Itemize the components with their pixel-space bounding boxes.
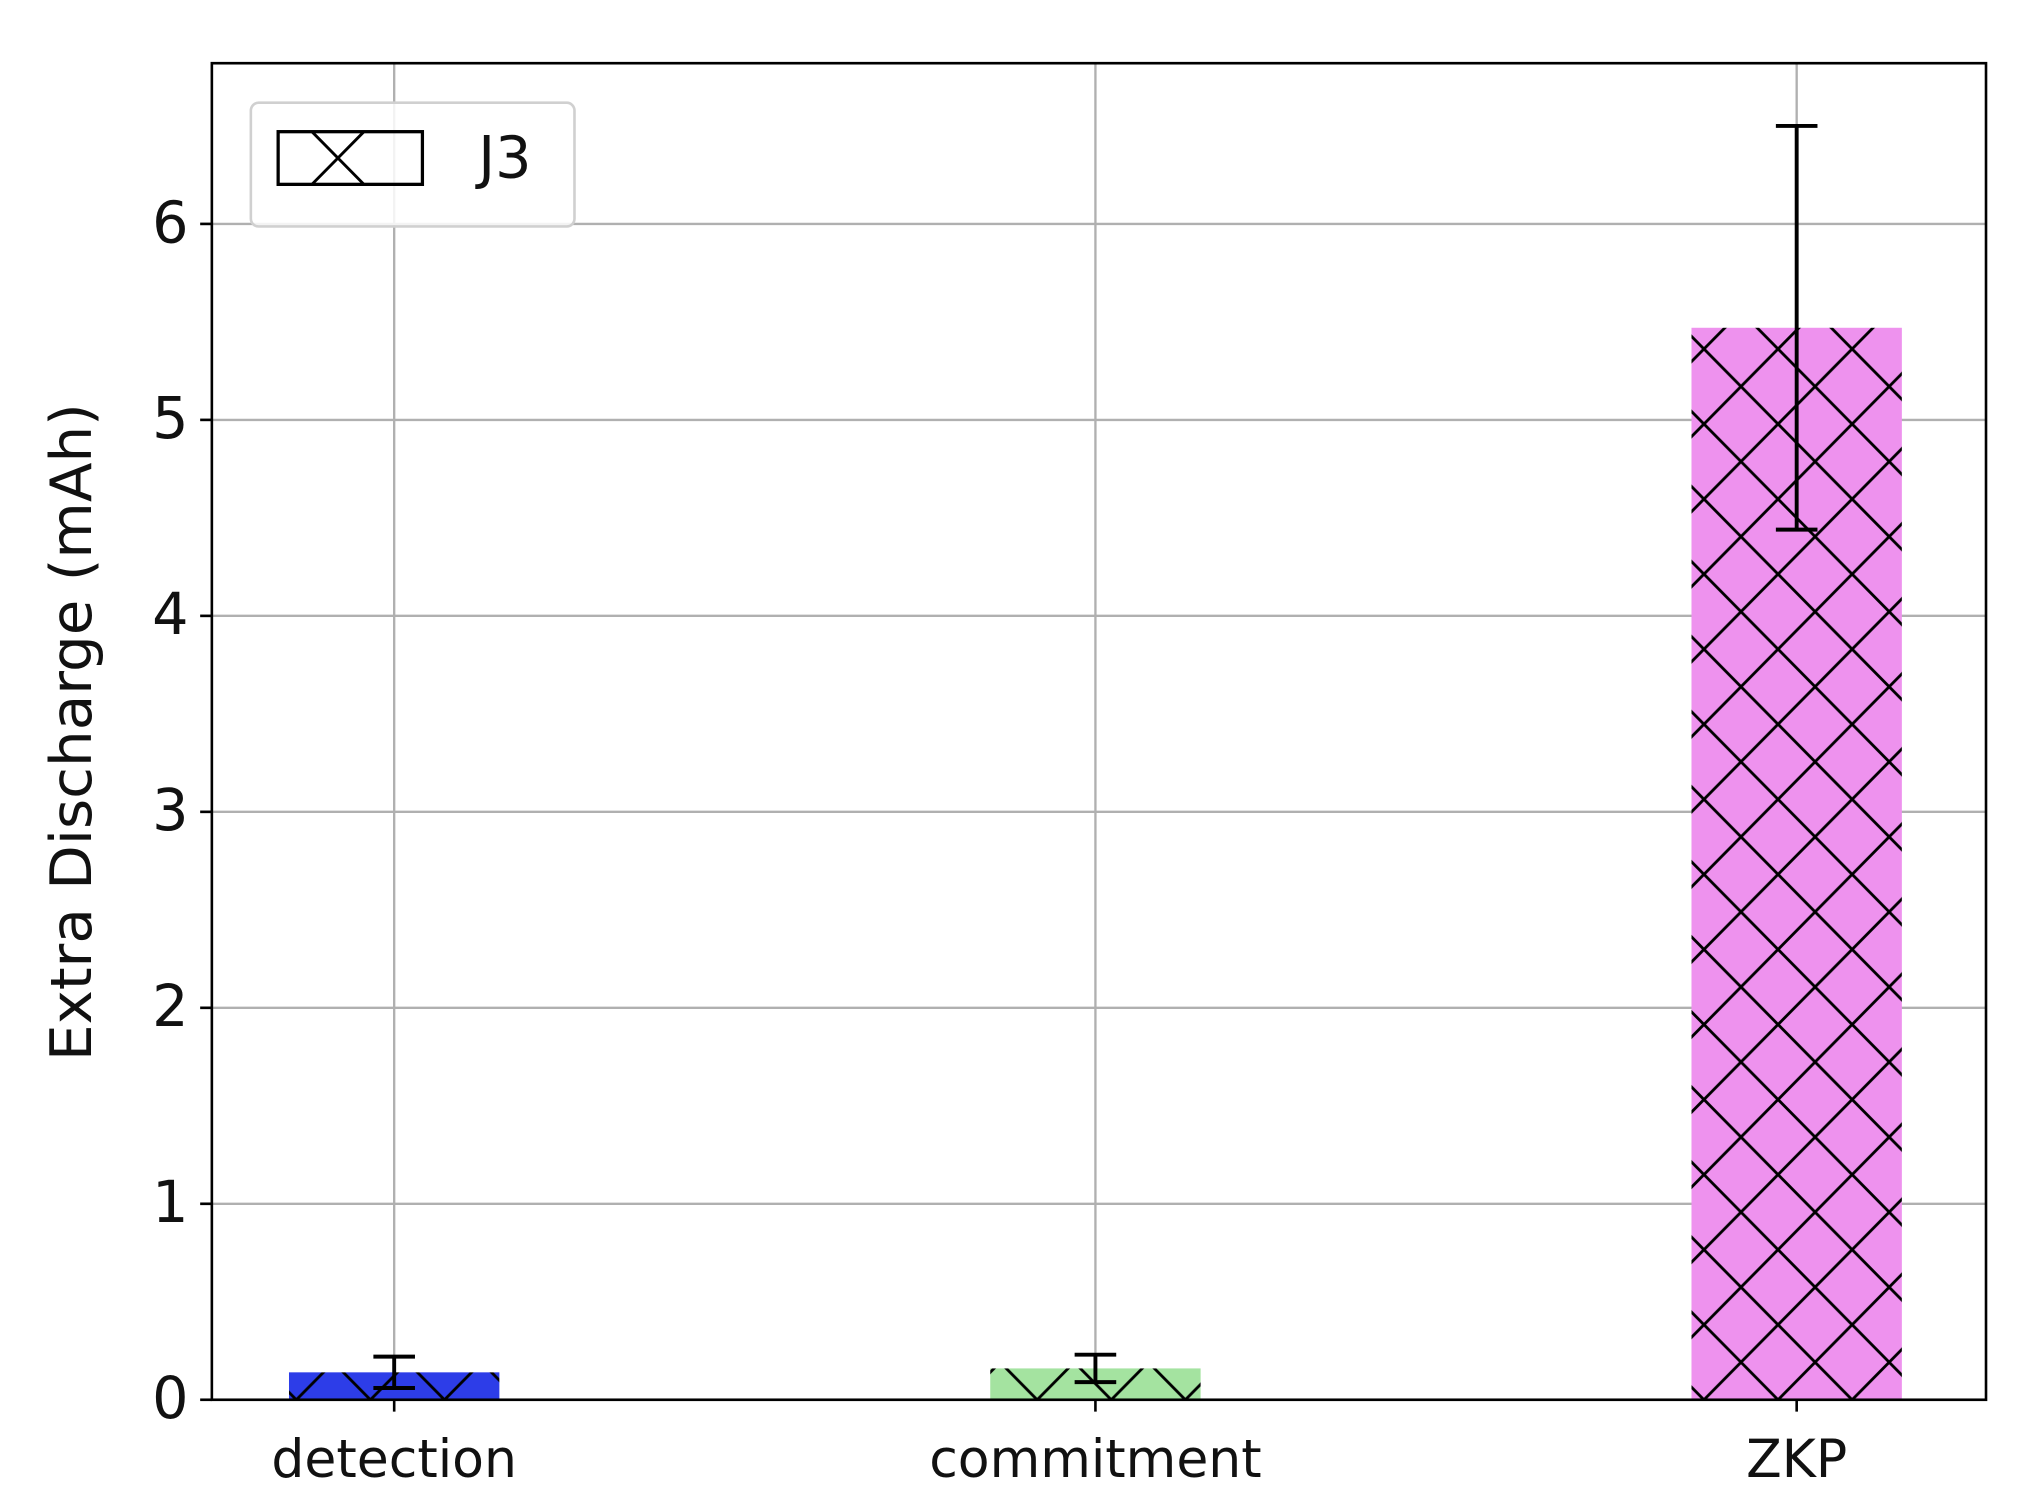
legend: J3 [249, 101, 576, 228]
error-bar [373, 1354, 415, 1390]
y-tick-label: 2 [152, 973, 188, 1040]
y-tick-label: 1 [152, 1169, 188, 1236]
x-tick-label: detection [271, 1429, 517, 1488]
y-tick-label: 0 [152, 1365, 188, 1432]
x-tick-label: commitment [929, 1429, 1261, 1488]
legend-frame [249, 101, 576, 228]
y-tick-label: 4 [152, 581, 188, 648]
y-tick-label: 6 [152, 189, 188, 256]
error-bar [1775, 123, 1818, 532]
x-tick-label: ZKP [1746, 1429, 1847, 1488]
error-bar [1074, 1352, 1117, 1385]
plot-frame [210, 61, 1988, 1402]
legend-label: J3 [475, 124, 531, 191]
legend-swatch [276, 130, 425, 186]
y-axis-label: Extra Discharge (mAh) [38, 403, 105, 1061]
legend-hatch [310, 130, 365, 186]
y-tick-label: 5 [152, 385, 188, 452]
y-tick-label: 3 [152, 777, 188, 844]
